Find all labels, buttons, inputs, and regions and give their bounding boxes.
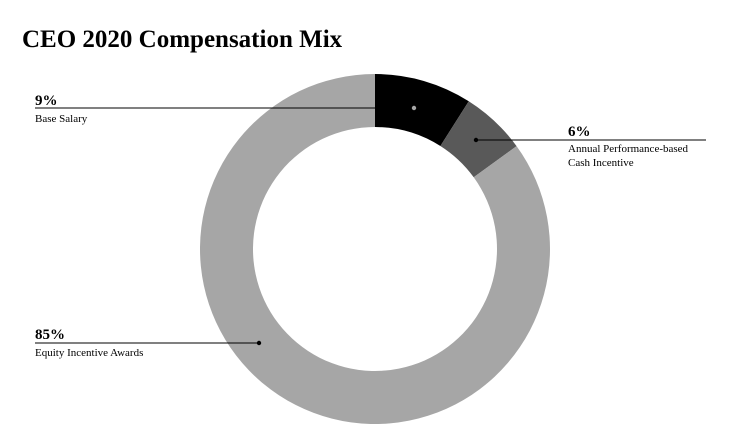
category-label: Base Salary (35, 113, 88, 125)
category-label: Equity Incentive Awards (35, 347, 143, 359)
leader-dot (256, 340, 262, 346)
donut-slice (375, 74, 469, 146)
value-label: 6% (568, 124, 591, 140)
value-label: 85% (35, 327, 65, 343)
donut-slice (200, 74, 551, 424)
chart-title: CEO 2020 Compensation Mix (22, 26, 343, 53)
leader-dot (473, 137, 479, 143)
value-label: 9% (35, 93, 58, 109)
leader-dot (411, 105, 417, 111)
category-label: Annual Performance-based Cash Incentive (568, 143, 689, 169)
donut-slice (440, 101, 517, 178)
category-label-box: Annual Performance-based Cash Incentive (568, 143, 689, 169)
